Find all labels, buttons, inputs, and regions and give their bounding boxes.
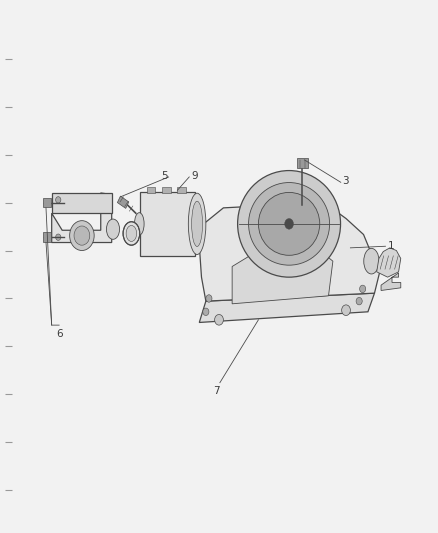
Text: 1: 1	[388, 241, 394, 251]
Circle shape	[342, 305, 350, 316]
Polygon shape	[232, 251, 333, 304]
Bar	[297, 158, 308, 168]
Ellipse shape	[188, 193, 206, 255]
Bar	[177, 187, 186, 193]
Polygon shape	[381, 273, 401, 290]
Ellipse shape	[258, 192, 320, 255]
Polygon shape	[199, 293, 374, 322]
Circle shape	[56, 197, 61, 203]
Ellipse shape	[238, 171, 341, 277]
Circle shape	[215, 314, 223, 325]
Circle shape	[203, 308, 209, 316]
Ellipse shape	[123, 222, 140, 245]
Text: 6: 6	[56, 329, 63, 340]
Bar	[43, 232, 51, 242]
Text: 7: 7	[213, 386, 220, 397]
Ellipse shape	[106, 219, 120, 239]
Circle shape	[356, 297, 362, 305]
Text: 3: 3	[343, 176, 349, 186]
Ellipse shape	[134, 213, 144, 235]
Bar	[162, 187, 171, 193]
Circle shape	[70, 221, 94, 251]
Polygon shape	[377, 248, 401, 277]
Text: 9: 9	[191, 171, 198, 181]
Bar	[147, 187, 155, 193]
Ellipse shape	[192, 201, 202, 246]
Circle shape	[74, 226, 90, 245]
Circle shape	[285, 219, 293, 229]
Ellipse shape	[364, 248, 379, 274]
Circle shape	[206, 295, 212, 302]
Ellipse shape	[126, 225, 137, 241]
Bar	[117, 196, 129, 208]
Polygon shape	[52, 193, 112, 213]
Polygon shape	[199, 203, 381, 301]
Ellipse shape	[249, 182, 330, 265]
Circle shape	[360, 285, 366, 293]
Polygon shape	[52, 193, 112, 243]
FancyBboxPatch shape	[140, 192, 195, 256]
Bar	[43, 198, 51, 207]
Circle shape	[56, 234, 61, 240]
Text: 5: 5	[161, 171, 167, 181]
